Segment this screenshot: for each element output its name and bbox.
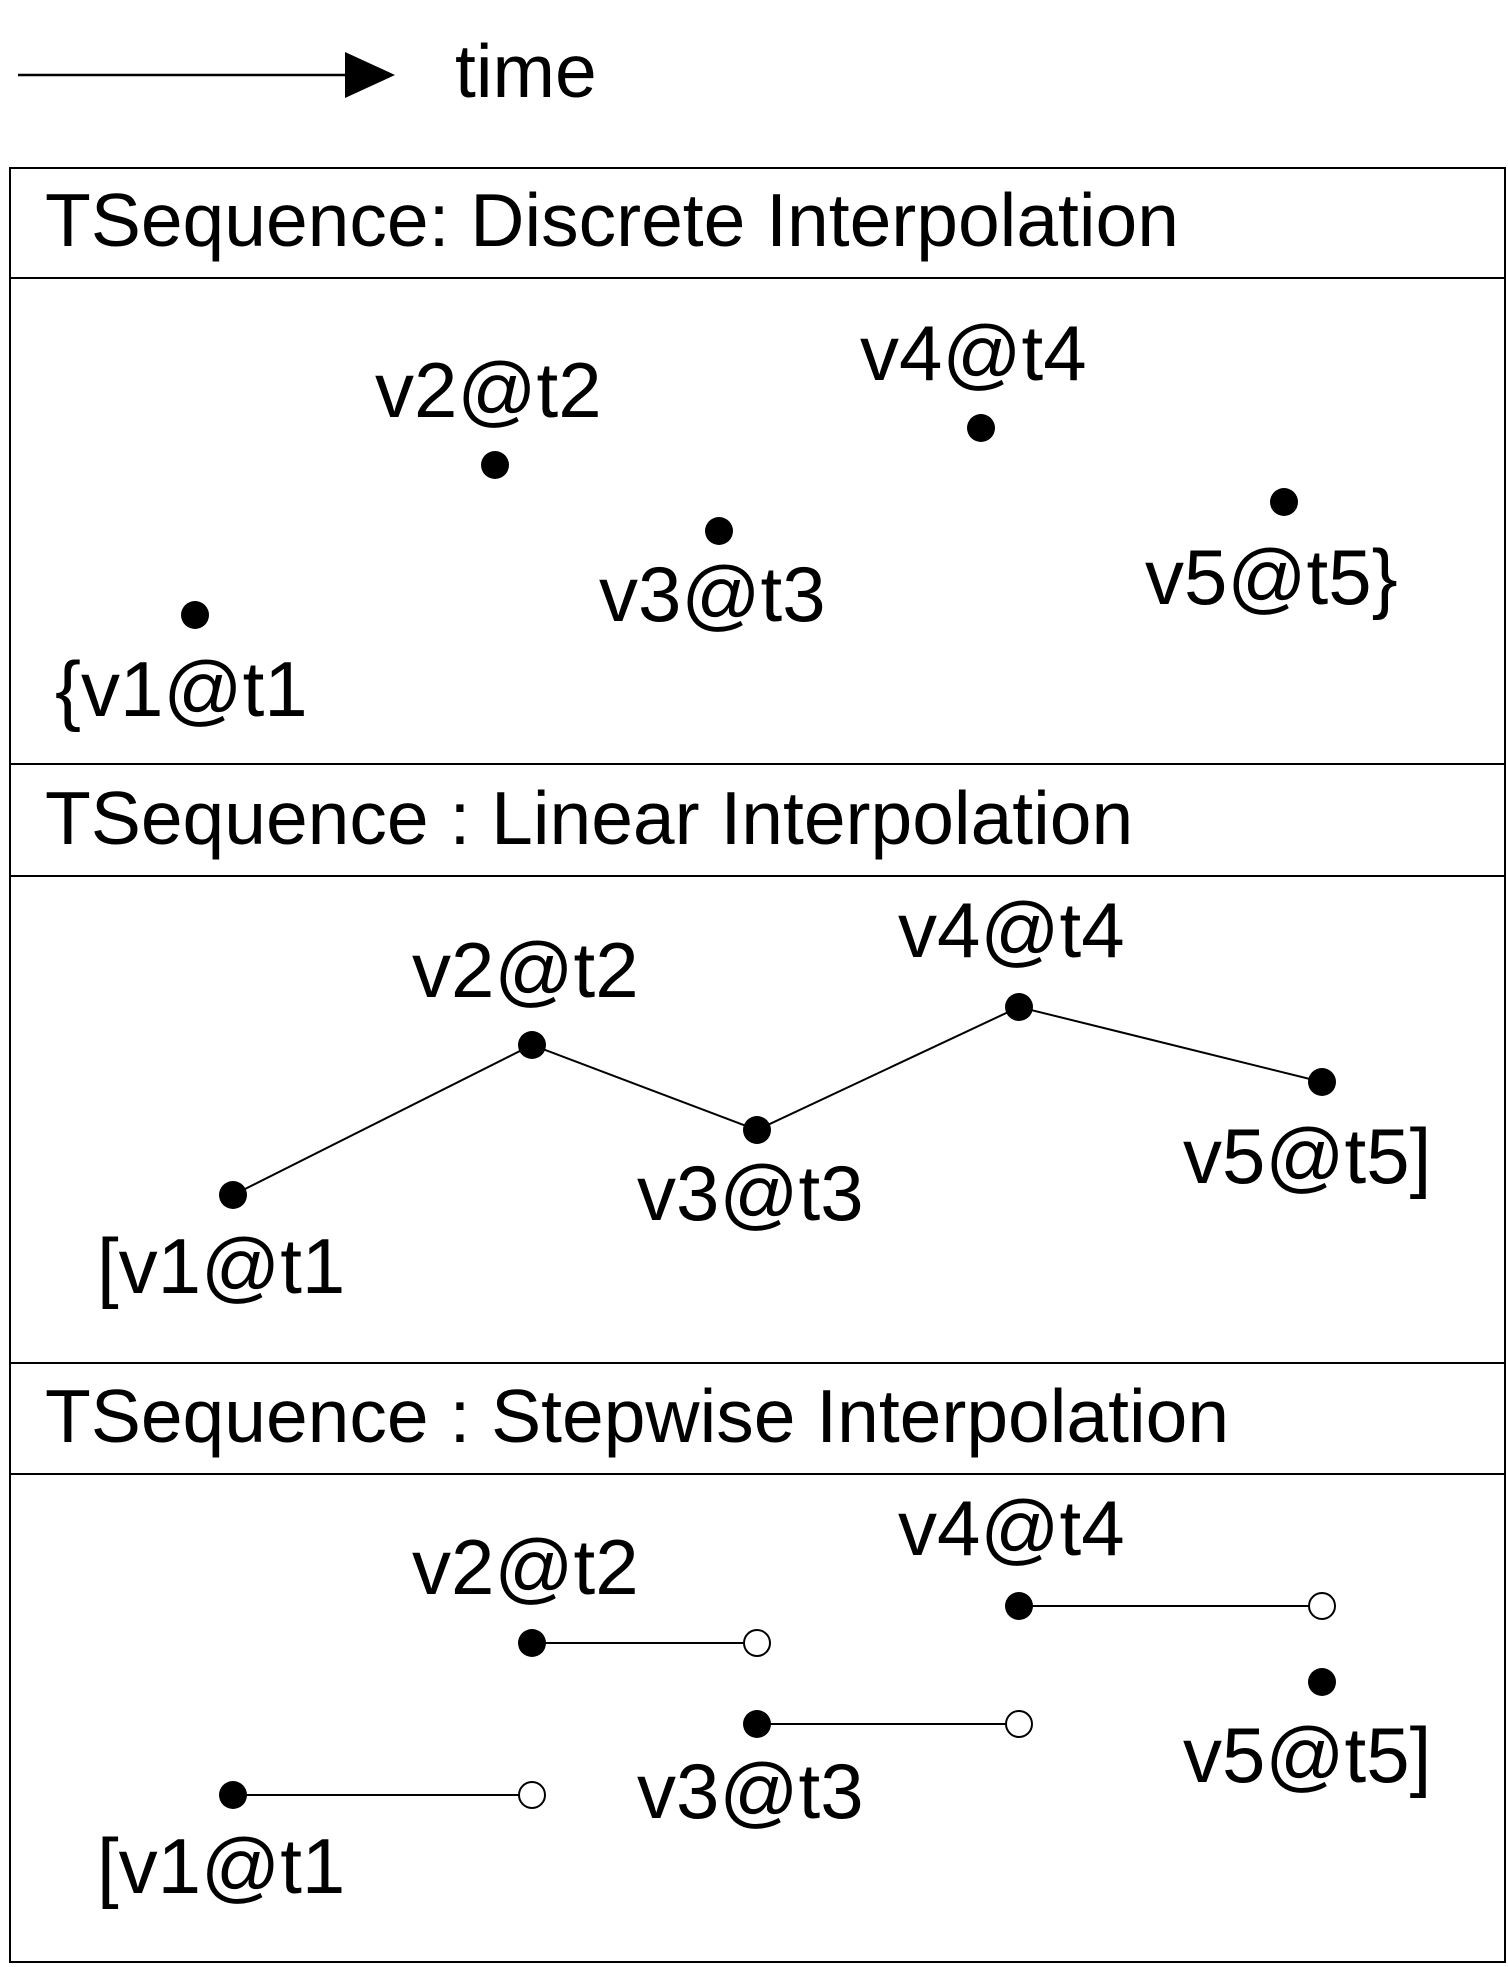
stepwise-point-3: [743, 1710, 771, 1738]
linear-label-1: [v1@t1: [97, 1222, 345, 1310]
linear-label-2: v2@t2: [412, 926, 639, 1014]
linear-label-4: v4@t4: [898, 886, 1125, 974]
stepwise-open-end-1: [518, 1781, 546, 1809]
time-legend-label: time: [455, 29, 597, 113]
discrete-label-4: v4@t4: [860, 309, 1087, 397]
panel-frames: [9, 167, 1506, 1963]
time-legend: time: [18, 29, 597, 113]
discrete-label-3: v3@t3: [599, 550, 826, 638]
discrete-point-1: [181, 601, 209, 629]
discrete-point-5: [1270, 488, 1298, 516]
stepwise-panel-title: TSequence : Stepwise Interpolation: [45, 1374, 1229, 1458]
stepwise-label-4: v4@t4: [898, 1484, 1125, 1572]
stepwise-open-end-4: [1308, 1592, 1336, 1620]
discrete-panel: TSequence: Discrete Interpolation {v1@t1…: [45, 178, 1398, 733]
linear-label-5: v5@t5]: [1183, 1112, 1431, 1200]
stepwise-label-2: v2@t2: [412, 1523, 639, 1611]
stepwise-point-1: [219, 1781, 247, 1809]
linear-point-4: [1005, 993, 1033, 1021]
stepwise-point-2: [518, 1629, 546, 1657]
linear-point-3: [743, 1116, 771, 1144]
stepwise-open-end-3: [1005, 1710, 1033, 1738]
stepwise-panel: TSequence : Stepwise Interpolation [v1@t…: [45, 1374, 1431, 1910]
stepwise-label-3: v3@t3: [637, 1747, 864, 1835]
discrete-point-4: [967, 414, 995, 442]
stepwise-label-5: v5@t5]: [1183, 1711, 1431, 1799]
discrete-label-2: v2@t2: [375, 346, 602, 434]
linear-point-1: [219, 1181, 247, 1209]
stepwise-point-5: [1308, 1668, 1336, 1696]
linear-panel-title: TSequence : Linear Interpolation: [45, 776, 1133, 860]
discrete-point-2: [481, 451, 509, 479]
discrete-label-1: {v1@t1: [55, 645, 308, 733]
discrete-panel-title: TSequence: Discrete Interpolation: [45, 178, 1179, 262]
outer-frame: [9, 167, 1506, 1963]
discrete-point-3: [705, 517, 733, 545]
stepwise-point-4: [1005, 1592, 1033, 1620]
linear-point-2: [518, 1031, 546, 1059]
linear-panel: TSequence : Linear Interpolation [v1@t1 …: [45, 776, 1431, 1310]
linear-label-3: v3@t3: [637, 1149, 864, 1237]
discrete-label-5: v5@t5}: [1145, 533, 1398, 621]
time-arrow-head: [345, 52, 395, 98]
stepwise-open-end-2: [743, 1629, 771, 1657]
stepwise-label-1: [v1@t1: [97, 1822, 345, 1910]
linear-point-5: [1308, 1068, 1336, 1096]
